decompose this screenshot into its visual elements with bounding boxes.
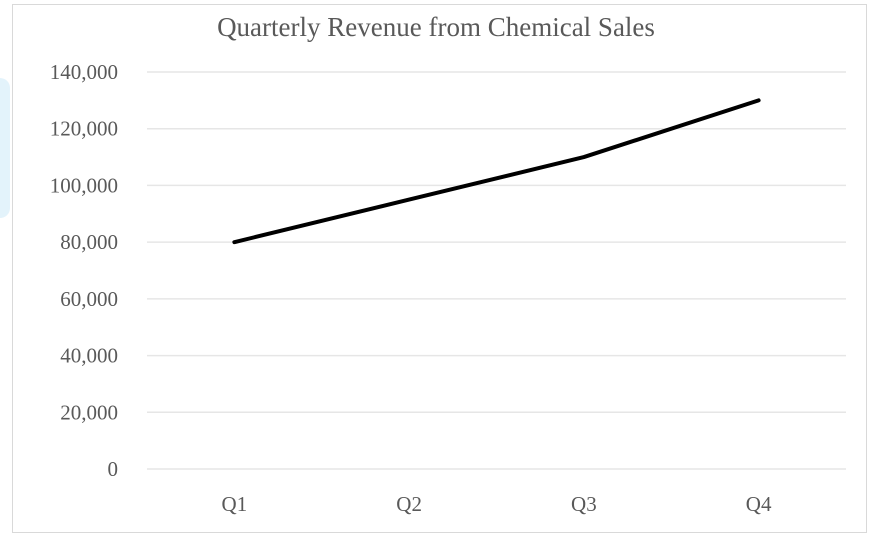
series-line — [232, 98, 761, 245]
left-edge-decoration — [0, 78, 10, 218]
y-tick-label: 0 — [108, 457, 119, 481]
y-tick-label: 100,000 — [50, 173, 118, 197]
y-axis-tick-labels: 0 20,000 40,000 60,000 80,000 100,000 120,000 1… — [50, 60, 118, 481]
x-axis-tick-labels: Q1 Q2 Q3 Q4 — [222, 492, 772, 516]
x-tick-label: Q3 — [571, 492, 597, 516]
y-tick-label: 60,000 — [60, 287, 118, 311]
x-tick-label: Q2 — [396, 492, 422, 516]
y-tick-label: 80,000 — [60, 230, 118, 254]
gridlines — [147, 71, 846, 470]
x-tick-label: Q1 — [222, 492, 248, 516]
series-lines — [232, 98, 761, 245]
chart-frame — [12, 4, 867, 533]
x-tick-label: Q4 — [746, 492, 772, 516]
y-tick-label: 120,000 — [50, 117, 118, 141]
chart-title: Quarterly Revenue from Chemical Sales — [217, 12, 655, 42]
y-tick-label: 20,000 — [60, 400, 118, 424]
y-tick-label: 140,000 — [50, 60, 118, 84]
y-tick-label: 40,000 — [60, 344, 118, 368]
